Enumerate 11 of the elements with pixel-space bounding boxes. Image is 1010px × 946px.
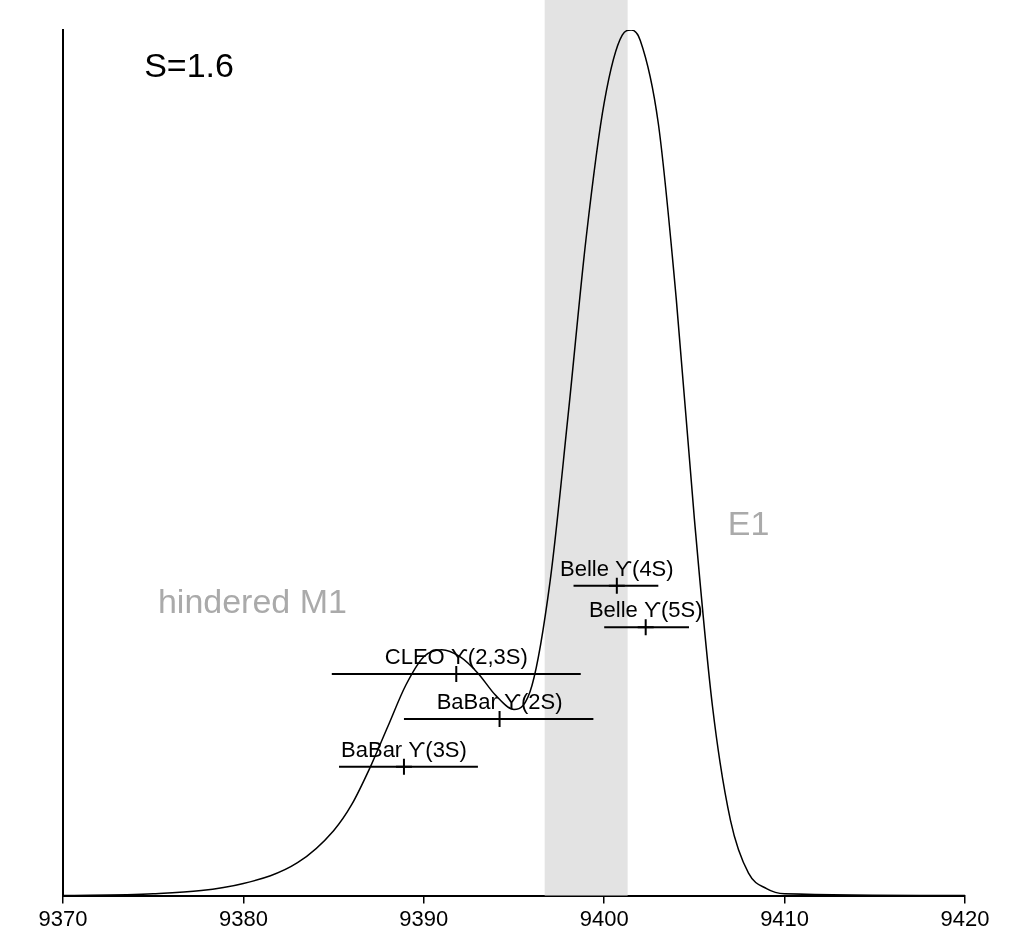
annotation: S=1.6	[144, 45, 234, 84]
x-tick-label: 9400	[579, 905, 629, 931]
x-tick-label: 9410	[760, 905, 810, 931]
series-label: Belle ϒ(5S)	[588, 597, 703, 623]
x-tick-label: 9390	[399, 905, 449, 931]
x-tick-label: 9420	[940, 905, 990, 931]
annotation: hindered M1	[157, 582, 347, 621]
x-tick-label: 9370	[38, 905, 88, 931]
series-label: Belle ϒ(4S)	[560, 555, 674, 581]
x-tick-label: 9380	[218, 905, 268, 931]
annotation: E1	[727, 504, 770, 543]
